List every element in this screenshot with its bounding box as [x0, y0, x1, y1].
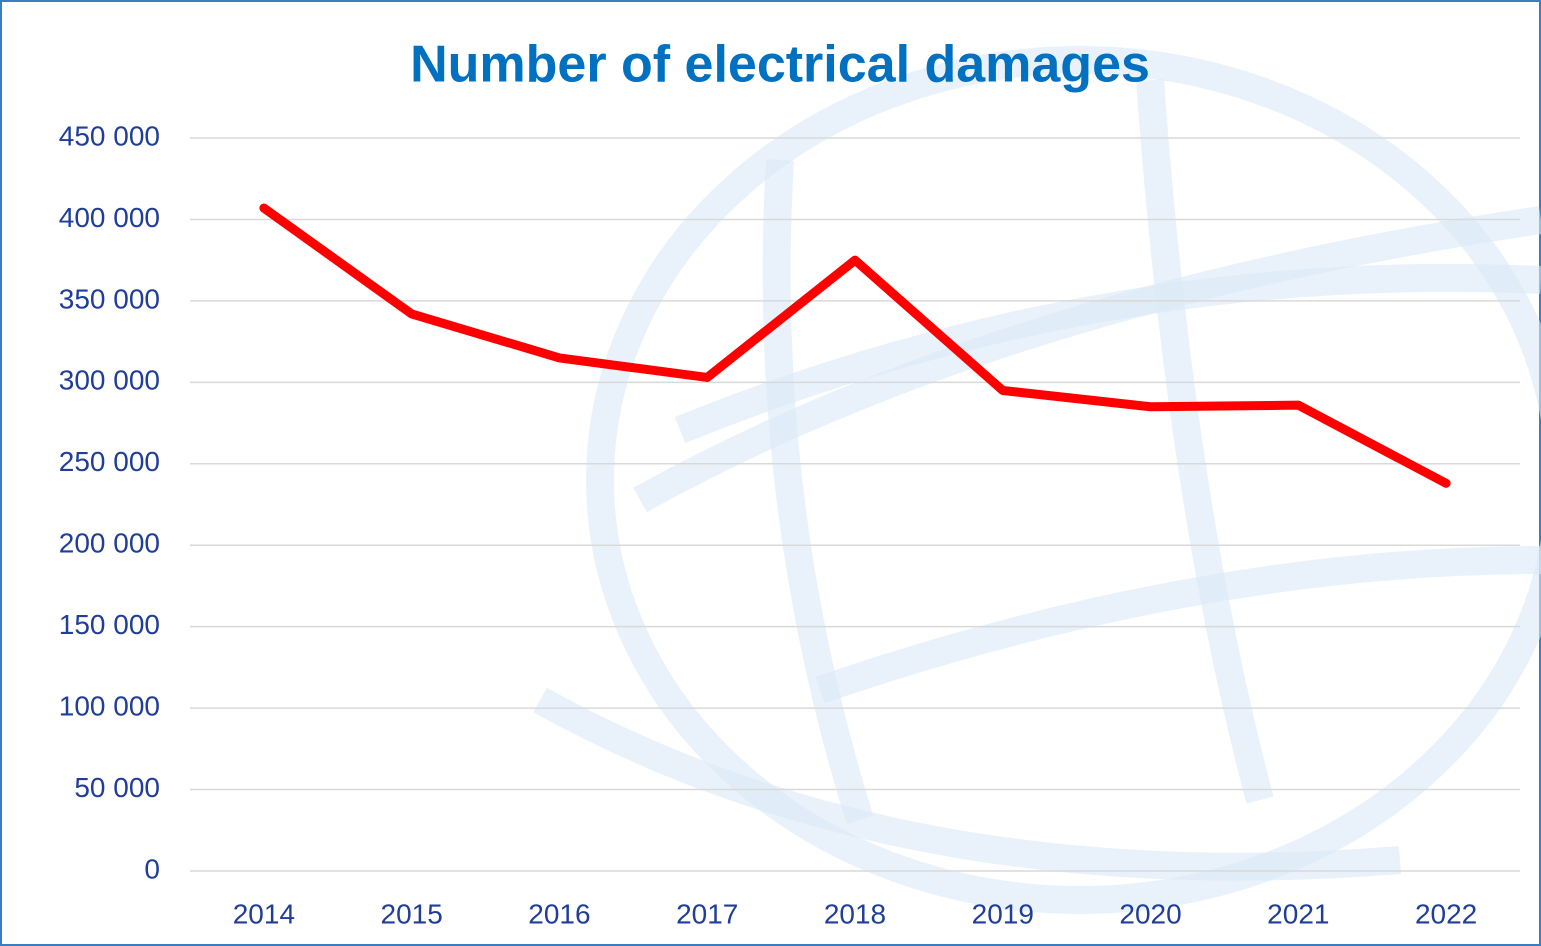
y-tick-label: 150 000	[59, 609, 160, 640]
y-tick-label: 300 000	[59, 365, 160, 396]
x-tick-label: 2021	[1267, 898, 1329, 929]
watermark	[533, 46, 1541, 914]
y-tick-label: 0	[144, 853, 160, 884]
x-tick-label: 2014	[233, 898, 295, 929]
x-tick-label: 2017	[676, 898, 738, 929]
x-tick-label: 2015	[381, 898, 443, 929]
chart-title: Number of electrical damages	[410, 36, 1150, 94]
y-tick-label: 250 000	[59, 446, 160, 477]
data-line	[259, 203, 1451, 488]
x-tick-label: 2020	[1119, 898, 1181, 929]
x-tick-label: 2022	[1415, 898, 1477, 929]
y-tick-label: 400 000	[59, 202, 160, 233]
x-tick-label: 2019	[972, 898, 1034, 929]
y-tick-label: 450 000	[59, 120, 160, 151]
y-tick-label: 350 000	[59, 283, 160, 314]
y-tick-label: 50 000	[74, 772, 160, 803]
x-tick-label: 2016	[528, 898, 590, 929]
y-tick-label: 200 000	[59, 528, 160, 559]
y-tick-label: 100 000	[59, 691, 160, 722]
x-tick-label: 2018	[824, 898, 886, 929]
